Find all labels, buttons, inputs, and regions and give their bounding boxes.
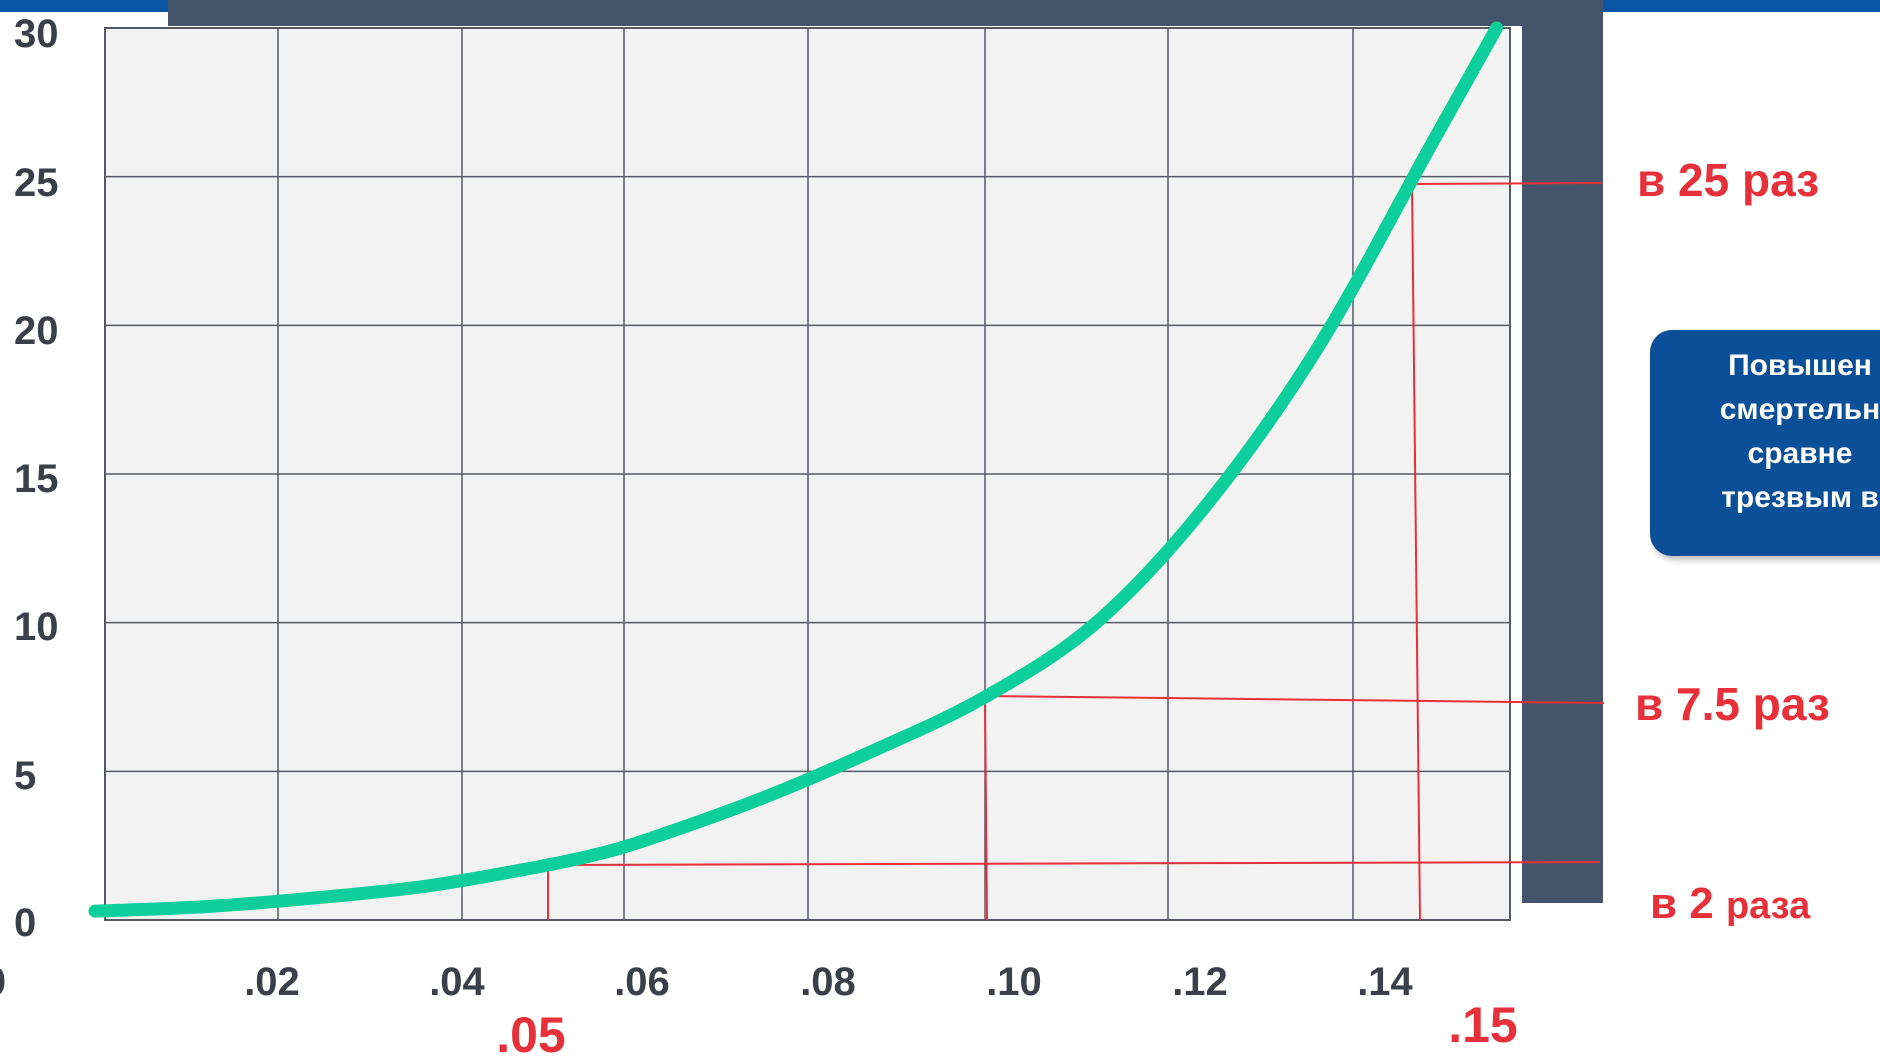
y-tick-label: 5 — [14, 754, 36, 798]
annotation-ratio-label: в 7.5 раз — [1635, 678, 1830, 730]
x-tick-label: .14 — [1357, 960, 1413, 1004]
annotation-ratio-label: в 2 раза — [1650, 879, 1811, 928]
annotation-x-label: .05 — [496, 1007, 566, 1057]
x-tick-label: 0 — [0, 960, 6, 1004]
y-tick-label: 10 — [14, 605, 59, 649]
chart-frame-top — [168, 0, 1603, 26]
x-tick-label: .08 — [800, 960, 856, 1004]
annotation-line-vertical — [984, 695, 988, 921]
annotation-line-horizontal — [1411, 182, 1603, 185]
x-axis: 0 .02 .04 .06 .08 .10 .12 .14 — [0, 960, 1414, 1004]
x-tick-label: .06 — [614, 960, 670, 1004]
annotation-lines — [547, 182, 1605, 921]
annotation-line-vertical — [1411, 183, 1421, 921]
y-tick-label: 15 — [14, 457, 59, 501]
x-tick-label: .12 — [1172, 960, 1228, 1004]
x-tick-label: .02 — [244, 960, 300, 1004]
chart-frame-right — [1522, 0, 1603, 903]
info-line-3: сравне — [1747, 437, 1853, 470]
y-tick-label: 0 — [14, 901, 36, 945]
series-curve — [88, 21, 1504, 918]
annotation-x-label: .15 — [1448, 997, 1518, 1053]
y-tick-label: 20 — [14, 309, 59, 353]
y-tick-label: 25 — [14, 161, 59, 205]
y-tick-label: 30 — [14, 12, 59, 56]
info-line-2: смертельн — [1719, 393, 1880, 426]
info-line-4: трезвым в — [1721, 481, 1879, 514]
info-line-1: Повышен — [1728, 349, 1872, 382]
x-tick-label: .04 — [429, 960, 485, 1004]
annotation-ratio-label: в 25 раз — [1637, 154, 1819, 206]
x-tick-label: .10 — [986, 960, 1042, 1004]
grid-lines — [105, 28, 1510, 920]
annotation-line-horizontal — [547, 861, 1601, 866]
annotation-line-horizontal — [984, 695, 1605, 704]
info-callout: Повышен смертельн сравне трезвым в — [1650, 330, 1880, 556]
y-axis: 0 5 10 15 20 25 30 — [14, 12, 59, 945]
annotation-labels: в 2 раза .05 в 7.5 раз в 25 раз .15 — [496, 154, 1830, 1057]
